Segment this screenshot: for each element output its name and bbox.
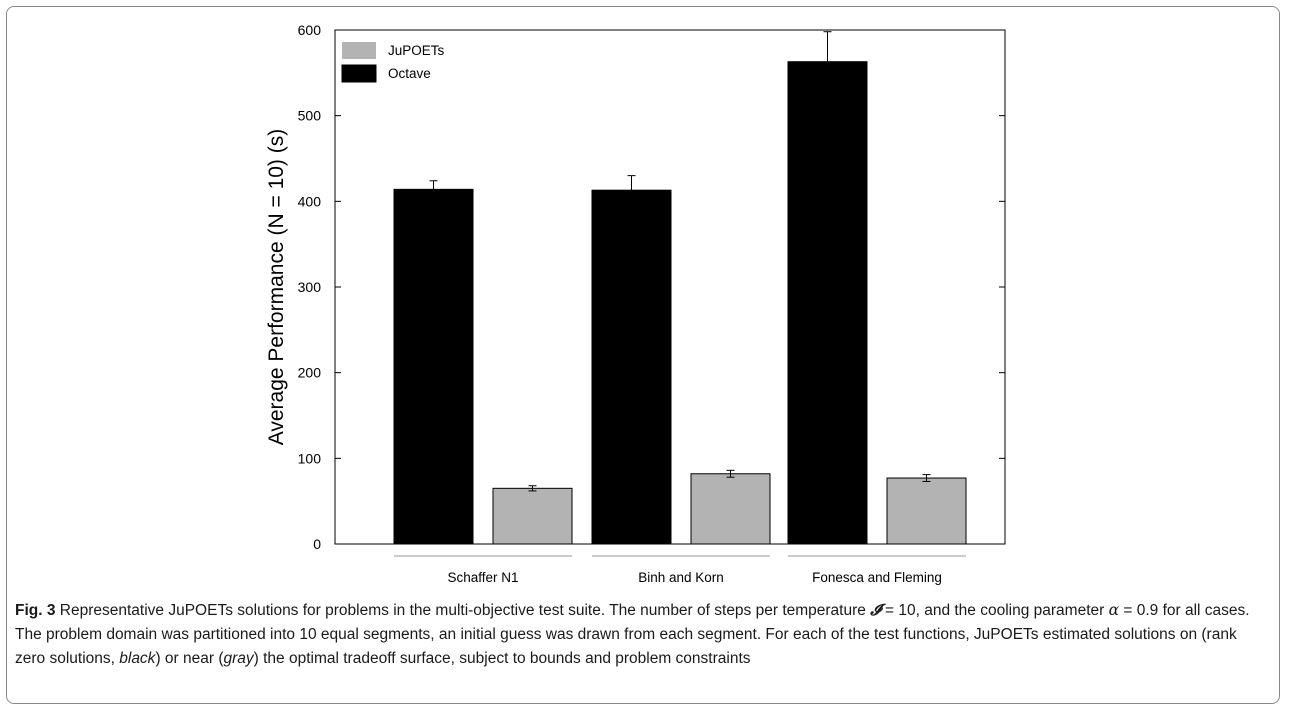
figure-caption: Fig. 3 Representative JuPOETs solutions … [15,598,1270,671]
legend-swatch-jupoets [342,42,376,59]
caption-symbol-i: 𝓘 [870,600,881,619]
y-tick-label: 0 [313,536,321,552]
y-tick-label: 600 [298,22,322,38]
bar-chart: 0 100 200 300 400 500 600 Average Performance (… [265,22,1006,585]
bar-jupoets [886,477,967,545]
y-tick-label: 200 [298,365,322,381]
y-axis-label: Average Performance (N = 10) (s) [265,129,288,446]
legend-swatch-octave [341,64,377,83]
caption-text-2: = 10, and the cooling parameter [880,602,1109,619]
caption-word-gray: gray [223,650,254,667]
caption-text-5: ) the optimal tradeoff surface, subject … [253,650,751,667]
caption-word-black: black [119,650,156,667]
caption-symbol-alpha: α [1108,601,1120,619]
bar-jupoets [492,487,573,545]
category-label: Schaffer N1 [447,570,518,585]
bar-jupoets [690,473,771,545]
legend-label-jupoets: JuPOETs [388,43,445,58]
y-tick-label: 500 [298,108,322,124]
category-label: Fonesca and Fleming [812,570,942,585]
caption-text-1: Representative JuPOETs solutions for pro… [55,602,871,619]
caption-text-3: = 0.9 for all cases. The problem domain … [15,602,1250,667]
bar-octave [591,189,672,545]
y-tick-label: 300 [298,279,322,295]
figure-label: Fig. 3 [15,602,56,619]
bar-octave [787,61,868,545]
y-tick-label: 100 [298,450,322,466]
y-tick-label: 400 [298,193,322,209]
legend-label-octave: Octave [388,66,431,81]
caption-text-4: ) or near ( [155,650,224,667]
bar-octave [393,188,474,545]
category-label: Binh and Korn [638,570,724,585]
